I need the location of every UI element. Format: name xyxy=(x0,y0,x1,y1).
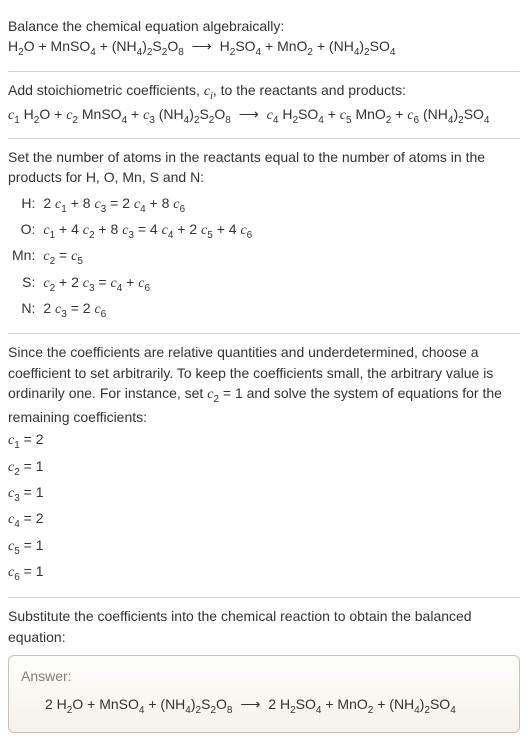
atom-intro: Set the number of atoms in the reactants… xyxy=(8,147,520,188)
coef-value: 1 xyxy=(36,458,44,474)
atom-label: Mn: xyxy=(8,244,39,270)
table-row: O: c1 + 4 c2 + 8 c3 = 4 c4 + 2 c5 + 4 c6 xyxy=(8,218,256,244)
arrow-icon: ⟶ xyxy=(188,36,216,56)
section-atom-balance: Set the number of atoms in the reactants… xyxy=(8,139,520,334)
substitute-text: Substitute the coefficients into the che… xyxy=(8,606,520,647)
section-solve: Since the coefficients are relative quan… xyxy=(8,334,520,598)
coef-value-line: c4 = 2 xyxy=(8,508,520,532)
table-row: S: c2 + 2 c3 = c4 + c6 xyxy=(8,271,256,297)
atom-label: N: xyxy=(8,297,39,323)
atom-equation: 2 c1 + 8 c3 = 2 c4 + 8 c6 xyxy=(39,192,256,218)
section-balance-intro: Balance the chemical equation algebraica… xyxy=(8,8,520,72)
arrow-icon: ⟶ xyxy=(235,104,263,124)
atom-equation: c1 + 4 c2 + 8 c3 = 4 c4 + 2 c5 + 4 c6 xyxy=(39,218,256,244)
answer-box: Answer: 2 H2O + MnSO4 + (NH4)2S2O8 ⟶ 2 H… xyxy=(8,655,520,734)
atom-equations-table: H: 2 c1 + 8 c3 = 2 c4 + 8 c6 O: c1 + 4 c… xyxy=(8,192,256,323)
intro-line: Balance the chemical equation algebraica… xyxy=(8,16,520,36)
table-row: N: 2 c3 = 2 c6 xyxy=(8,297,256,323)
coef-value: 1 xyxy=(36,537,44,553)
coef-intro-b: , to the reactants and products: xyxy=(213,82,406,98)
solve-intro: Since the coefficients are relative quan… xyxy=(8,342,520,427)
coef-value-line: c2 = 1 xyxy=(8,456,520,480)
atom-equation: 2 c3 = 2 c6 xyxy=(39,297,256,323)
atom-equation: c2 = c5 xyxy=(39,244,256,270)
atom-equation: c2 + 2 c3 = c4 + c6 xyxy=(39,271,256,297)
section-add-coefficients: Add stoichiometric coefficients, ci, to … xyxy=(8,72,520,140)
coef-intro: Add stoichiometric coefficients, ci, to … xyxy=(8,80,520,104)
coef-value-line: c6 = 1 xyxy=(8,561,520,585)
atom-label: H: xyxy=(8,192,39,218)
coef-equation: c1 H2O + c2 MnSO4 + c3 (NH4)2S2O8 ⟶ c4 H… xyxy=(8,104,520,128)
coef-value: 2 xyxy=(36,431,44,447)
arrow-icon: ⟶ xyxy=(236,694,264,714)
atom-label: S: xyxy=(8,271,39,297)
atom-label: O: xyxy=(8,218,39,244)
coef-value-line: c5 = 1 xyxy=(8,535,520,559)
answer-label: Answer: xyxy=(21,666,507,686)
coef-value-line: c3 = 1 xyxy=(8,482,520,506)
table-row: Mn: c2 = c5 xyxy=(8,244,256,270)
coef-value: 1 xyxy=(36,484,44,500)
section-answer: Substitute the coefficients into the che… xyxy=(8,598,520,743)
unbalanced-equation: H2O + MnSO4 + (NH4)2S2O8 ⟶ H2SO4 + MnO2 … xyxy=(8,36,520,60)
coef-value: 2 xyxy=(36,510,44,526)
table-row: H: 2 c1 + 8 c3 = 2 c4 + 8 c6 xyxy=(8,192,256,218)
coef-value-line: c1 = 2 xyxy=(8,429,520,453)
balanced-equation: 2 H2O + MnSO4 + (NH4)2S2O8 ⟶ 2 H2SO4 + M… xyxy=(21,694,507,718)
coef-intro-a: Add stoichiometric coefficients, xyxy=(8,82,204,98)
ci-symbol: ci xyxy=(204,84,213,99)
coef-value: 1 xyxy=(36,563,44,579)
